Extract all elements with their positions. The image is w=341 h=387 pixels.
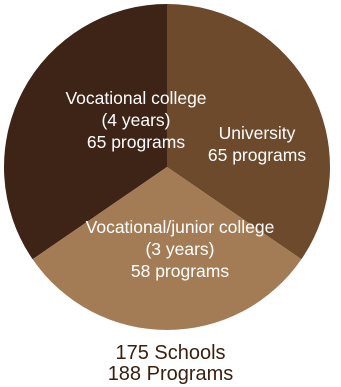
programs-count: 188 Programs <box>107 363 234 385</box>
pie-slice-label-2: University 65 programs <box>208 123 306 165</box>
pie-slice-label-line: (4 years) <box>101 110 170 130</box>
pie-slice-label-line: University <box>219 123 296 143</box>
pie-slice-label-line: 65 programs <box>87 132 185 152</box>
pie-slice-label-1: Vocational college (4 years) 65 programs <box>65 88 206 152</box>
pie-slice-label-line: Vocational college <box>65 88 206 108</box>
pie-slice-label-line: (3 years) <box>145 239 214 259</box>
pie-slice-label-line: 58 programs <box>131 261 229 281</box>
pie-labels: Vocational college (4 years) 65 programs Un… <box>65 88 306 281</box>
schools-count: 175 Schools <box>115 342 226 364</box>
pie-slice-2 <box>167 4 330 260</box>
pie-slice-1 <box>4 4 167 260</box>
pie-slices <box>4 4 330 330</box>
pie-slice-label-line: 65 programs <box>208 145 306 165</box>
pie-slice-3 <box>32 167 302 330</box>
pie-slice-label-line: Vocational/junior college <box>86 217 275 237</box>
pie-slice-label-3: Vocational/junior college (3 years) 58 pro… <box>86 217 275 281</box>
